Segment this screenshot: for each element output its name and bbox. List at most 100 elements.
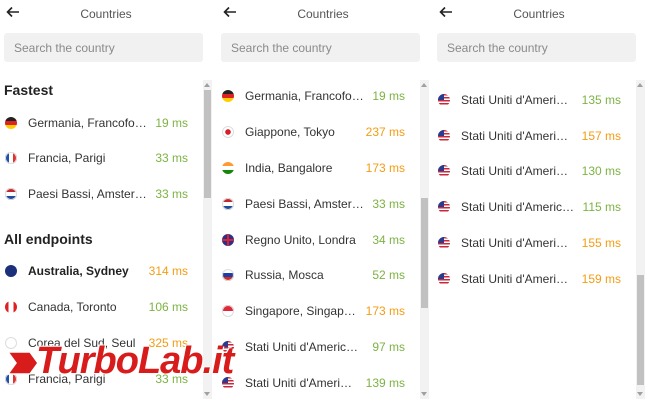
country-row[interactable]: Stati Uniti d'America, Seattle 159 ms xyxy=(433,261,631,297)
canada-flag-icon xyxy=(5,301,17,313)
country-name: Regno Unito, Londra xyxy=(245,233,356,247)
uk-flag-icon xyxy=(222,234,234,246)
scrollbar-thumb[interactable] xyxy=(637,275,644,385)
countries-panel-3: Countries Stati Uniti d'America, Chicago… xyxy=(433,0,645,403)
country-row[interactable]: Germania, Francoforte 19 ms xyxy=(0,105,198,141)
page-title: Countries xyxy=(297,7,349,21)
latency: 173 ms xyxy=(365,304,405,318)
latency: 115 ms xyxy=(582,200,621,214)
country-row[interactable]: Russia, Mosca 52 ms xyxy=(217,257,415,293)
country-row[interactable]: Giappone, Tokyo 237 ms xyxy=(217,114,415,150)
latency: 139 ms xyxy=(365,376,405,390)
usa-flag-icon xyxy=(438,273,450,285)
japan-flag-icon xyxy=(222,126,234,138)
country-name: Paesi Bassi, Amsterdam xyxy=(28,187,148,201)
country-row[interactable]: Francia, Parigi 33 ms xyxy=(0,361,198,397)
latency: 159 ms xyxy=(581,272,621,286)
country-row[interactable]: Corea del Sud, Seul 325 ms xyxy=(0,325,198,361)
country-row-selected[interactable]: Australia, Sydney 314 ms xyxy=(0,253,198,289)
latency: 155 ms xyxy=(581,236,621,250)
scrollbar-thumb[interactable] xyxy=(421,198,428,308)
scroll-up-icon[interactable] xyxy=(204,83,210,87)
scrollbar[interactable] xyxy=(203,80,212,399)
usa-flag-icon xyxy=(438,201,450,213)
section-heading-all-endpoints: All endpoints xyxy=(4,231,93,247)
countries-panel-2: Countries Germania, Francoforte 19 ms Gi… xyxy=(217,0,429,403)
country-row[interactable]: Canada, Toronto 106 ms xyxy=(0,289,198,325)
latency: 135 ms xyxy=(581,93,621,107)
country-name: Stati Uniti d'America, Chicago xyxy=(461,93,574,107)
country-row[interactable]: Stati Uniti d'America, Ashburn 97 ms xyxy=(217,329,415,365)
singapore-flag-icon xyxy=(222,305,234,317)
country-row[interactable]: Regno Unito, Londra 34 ms xyxy=(217,222,415,258)
latency: 314 ms xyxy=(148,264,188,278)
back-arrow-icon[interactable] xyxy=(4,3,22,21)
country-row[interactable]: Singapore, Singapore 173 ms xyxy=(217,293,415,329)
country-row[interactable]: India, Bangalore 173 ms xyxy=(217,150,415,186)
latency: 33 ms xyxy=(372,197,405,211)
search-input[interactable] xyxy=(221,33,420,62)
country-list: Germania, Francoforte 19 ms Giappone, To… xyxy=(217,80,429,403)
latency: 33 ms xyxy=(155,151,188,165)
scrollbar[interactable] xyxy=(420,80,429,399)
latency: 325 ms xyxy=(148,336,188,350)
country-row[interactable]: Stati Uniti d'America, Miami 130 ms xyxy=(433,153,631,189)
latency: 34 ms xyxy=(372,233,405,247)
country-row[interactable]: Stati Uniti d'America, Chicago 135 ms xyxy=(433,82,631,118)
page-title: Countries xyxy=(513,7,565,21)
country-row[interactable]: Stati Uniti d'America, San Jose 155 ms xyxy=(433,225,631,261)
panel-header: Countries xyxy=(0,0,212,28)
country-name: Stati Uniti d'America, San Jose xyxy=(461,236,574,250)
country-row[interactable]: Germania, Francoforte 19 ms xyxy=(217,80,415,114)
country-row[interactable]: Stati Uniti d'America, New York 115 ms xyxy=(433,189,631,225)
country-name: Australia, Sydney xyxy=(28,264,129,278)
latency: 173 ms xyxy=(365,161,405,175)
country-name: Francia, Parigi xyxy=(28,151,106,165)
country-name: Stati Uniti d'America, Ashburn xyxy=(245,340,364,354)
section-heading-fastest: Fastest xyxy=(4,82,54,98)
india-flag-icon xyxy=(222,162,234,174)
usa-flag-icon xyxy=(438,130,450,142)
back-arrow-icon[interactable] xyxy=(437,3,455,21)
scroll-down-icon[interactable] xyxy=(637,392,643,396)
scroll-down-icon[interactable] xyxy=(204,392,210,396)
country-row[interactable]: Stati Uniti d'America, Los Angeles 157 m… xyxy=(433,118,631,154)
russia-flag-icon xyxy=(222,269,234,281)
country-row[interactable]: Paesi Bassi, Amsterdam 33 ms xyxy=(217,186,415,222)
netherlands-flag-icon xyxy=(222,198,234,210)
france-flag-icon xyxy=(5,152,17,164)
country-name: Francia, Parigi xyxy=(28,372,106,386)
scroll-up-icon[interactable] xyxy=(421,83,427,87)
germany-flag-icon xyxy=(5,117,17,129)
scroll-up-icon[interactable] xyxy=(637,83,643,87)
country-name: Stati Uniti d'America, Seattle xyxy=(461,272,574,286)
country-row[interactable]: Paesi Bassi, Amsterdam 33 ms xyxy=(0,176,198,212)
country-name: Stati Uniti d'America, New York xyxy=(461,200,575,214)
latency: 237 ms xyxy=(365,125,405,139)
search-input[interactable] xyxy=(4,33,203,62)
latency: 19 ms xyxy=(372,89,405,103)
country-name: Canada, Toronto xyxy=(28,300,117,314)
back-arrow-icon[interactable] xyxy=(221,3,239,21)
scroll-down-icon[interactable] xyxy=(421,392,427,396)
country-row[interactable]: Francia, Parigi 33 ms xyxy=(0,140,198,176)
south-korea-flag-icon xyxy=(5,337,17,349)
usa-flag-icon xyxy=(438,165,450,177)
search-input[interactable] xyxy=(437,33,636,62)
usa-flag-icon xyxy=(222,341,234,353)
australia-flag-icon xyxy=(5,265,17,277)
latency: 33 ms xyxy=(155,187,188,201)
germany-flag-icon xyxy=(222,90,234,102)
country-name: Singapore, Singapore xyxy=(245,304,358,318)
country-name: India, Bangalore xyxy=(245,161,333,175)
country-name: Stati Uniti d'America, Los Angeles xyxy=(461,129,574,143)
scrollbar[interactable] xyxy=(636,80,645,399)
country-name: Giappone, Tokyo xyxy=(245,125,335,139)
france-flag-icon xyxy=(5,373,17,385)
latency: 106 ms xyxy=(148,300,188,314)
scrollbar-thumb[interactable] xyxy=(204,90,211,198)
country-row[interactable]: Stati Uniti d'America, Atlanta 139 ms xyxy=(217,365,415,401)
country-name: Corea del Sud, Seul xyxy=(28,336,136,350)
usa-flag-icon xyxy=(222,377,234,389)
country-name: Stati Uniti d'America, Miami xyxy=(461,164,574,178)
